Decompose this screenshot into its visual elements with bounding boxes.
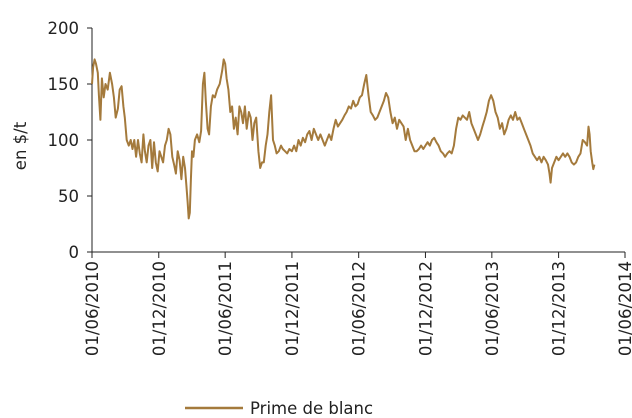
y-ticks: 0 50 100 150 200 (48, 19, 92, 262)
x-tick-label: 01/06/2010 (83, 261, 102, 356)
x-tick-label: 01/12/2012 (416, 261, 435, 356)
x-ticks: 01/06/2010 01/12/2010 01/06/2011 01/12/2011… (83, 252, 632, 356)
x-tick-label: 01/12/2011 (283, 261, 302, 356)
y-tick-label: 100 (48, 131, 80, 150)
series-line-prime-de-blanc (91, 58, 596, 220)
y-axis-title: en $/t (11, 121, 30, 170)
x-tick-label: 01/06/2012 (350, 261, 369, 356)
legend: Prime de blanc (185, 399, 373, 418)
x-tick-label: 01/12/2010 (150, 261, 169, 356)
legend-label: Prime de blanc (250, 399, 373, 418)
x-tick-label: 01/12/2013 (550, 261, 569, 356)
x-tick-label: 01/06/2011 (216, 261, 235, 356)
x-tick-label: 01/06/2014 (616, 261, 632, 356)
y-tick-label: 50 (58, 187, 79, 206)
y-tick-label: 150 (48, 75, 80, 94)
x-tick-label: 01/06/2013 (483, 261, 502, 356)
y-tick-label: 200 (48, 19, 80, 38)
axes (91, 28, 625, 253)
y-tick-label: 0 (69, 243, 80, 262)
plot-area (91, 58, 596, 220)
